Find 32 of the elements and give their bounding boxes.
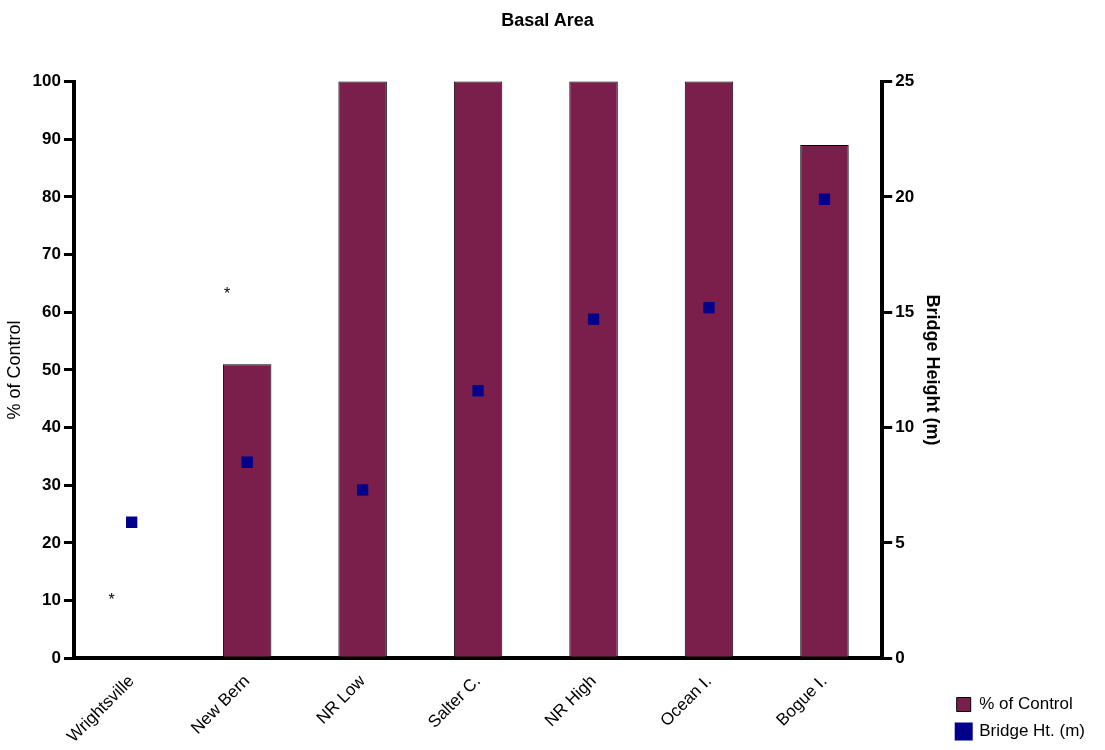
x-tick-label: NR Low [312, 670, 370, 728]
y-tick-label: 40 [42, 417, 61, 437]
y2-tick-label: 0 [895, 648, 905, 668]
annotation: * [108, 591, 115, 609]
point [703, 302, 715, 314]
y-tick-label: 60 [42, 301, 61, 321]
point [472, 385, 484, 397]
y-tick-label: 100 [32, 71, 61, 91]
y-tick-label: 20 [42, 532, 61, 552]
y-axis-title: % of Control [3, 320, 24, 420]
y-tick-label: 90 [42, 128, 61, 148]
point [356, 484, 369, 496]
y-tick-label: 0 [51, 648, 61, 668]
point [241, 456, 253, 468]
y2-tick-label: 10 [895, 417, 915, 437]
y2-tick-label: 25 [895, 71, 915, 91]
legend-label: % of Control [979, 694, 1073, 714]
y2-axis-title: Bridge Height (m) [922, 294, 943, 446]
point [126, 516, 138, 528]
y2-tick-label: 5 [895, 532, 905, 552]
y2-tick-label: 15 [895, 301, 915, 321]
y-tick-label: 30 [42, 475, 61, 495]
y-tick-label: 70 [42, 244, 61, 264]
y-tick-label: 10 [42, 590, 61, 610]
point [587, 313, 600, 325]
y-tick-label: 80 [42, 186, 61, 206]
y2-tick-label: 20 [895, 186, 915, 206]
y-tick-label: 50 [42, 359, 61, 379]
chart-title: Basal Area [501, 9, 595, 30]
point [818, 193, 831, 205]
annotation: * [224, 285, 231, 303]
legend-label: Bridge Ht. (m) [979, 721, 1085, 741]
